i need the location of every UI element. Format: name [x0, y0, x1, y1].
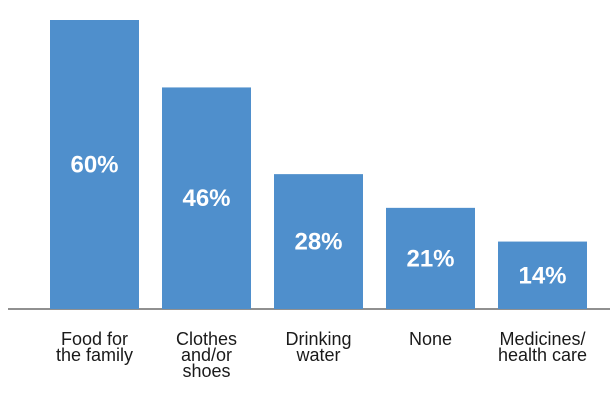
bar-3 [386, 207, 475, 309]
category-label-line: the family [56, 345, 133, 365]
bar-2 [274, 174, 363, 309]
category-label-3: None [409, 329, 452, 349]
bar-0 [50, 20, 139, 309]
bars-group [50, 20, 587, 309]
bar-4 [498, 241, 587, 309]
category-label-0: Food for the family [56, 329, 133, 365]
category-label-line: Clothes [176, 329, 237, 349]
bar-value-label-3: 21% [406, 245, 454, 272]
category-label-line: shoes [182, 361, 230, 381]
category-label-line: Food for [61, 329, 128, 349]
bar-value-label-4: 14% [518, 262, 566, 289]
category-label-4: Medicines/health care [498, 329, 587, 365]
bar-1 [162, 87, 251, 309]
category-labels-group: Food for the family Clothes and/or shoes Drin… [56, 329, 587, 381]
category-label-1: Clothes and/or shoes [176, 329, 237, 381]
bar-value-label-1: 46% [182, 185, 230, 212]
category-label-2: Drinking water [285, 329, 351, 365]
category-label-line: and/or [181, 345, 232, 365]
category-label-line: None [409, 329, 452, 349]
category-label-line: water [295, 345, 340, 365]
value-labels-group: 60% 46% 28% 21% 14% [70, 152, 566, 290]
category-label-line: health care [498, 345, 587, 365]
category-label-line: Drinking [285, 329, 351, 349]
bar-value-label-0: 60% [70, 152, 118, 179]
bar-value-label-2: 28% [294, 229, 342, 256]
category-label-line: Medicines/ [499, 329, 585, 349]
